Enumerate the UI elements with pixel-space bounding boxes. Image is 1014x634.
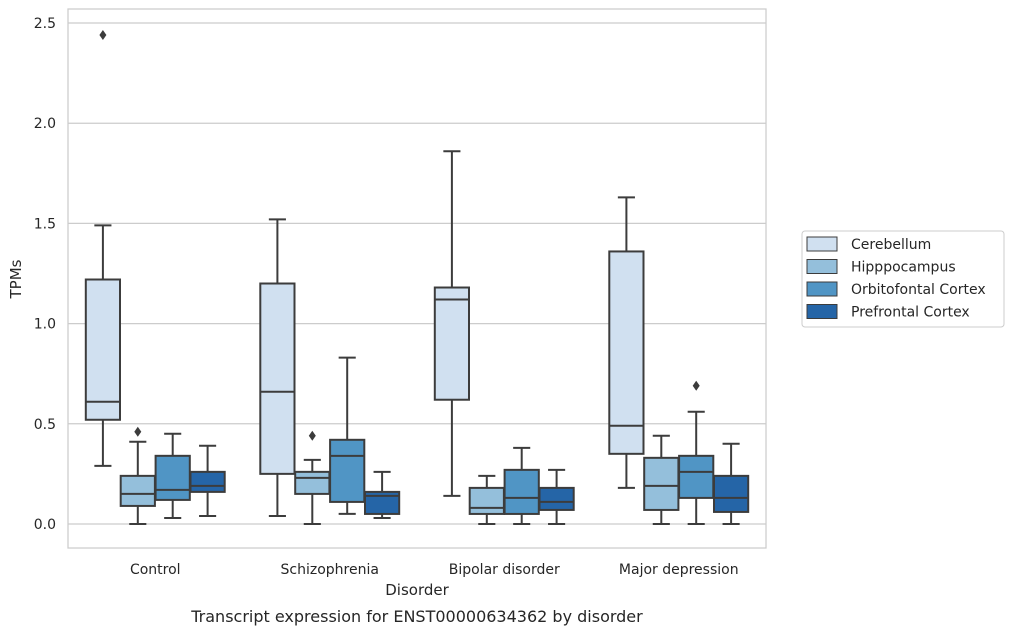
outlier-point [134, 426, 142, 437]
x-tick-label: Control [130, 562, 181, 578]
legend-swatch [806, 236, 838, 252]
box-group [84, 30, 122, 467]
legend-frame [801, 230, 1005, 328]
box [259, 282, 296, 475]
boxes [84, 30, 750, 525]
x-axis-label: Disorder [385, 581, 449, 599]
box [643, 456, 680, 511]
legend-label: Hipppocampus [851, 260, 956, 276]
legend-swatch [806, 304, 838, 319]
y-tick-label: 2.5 [34, 16, 56, 32]
box-group [608, 196, 645, 489]
y-axis-ticks: 0.0 0.5 1.0 1.5 2.0 2.5 [34, 16, 56, 533]
legend-swatch [806, 281, 838, 297]
x-tick-label: Schizophrenia [281, 562, 379, 578]
legend-label: Cerebellum [851, 237, 931, 253]
legend-label: Orbitofontal Cortex [851, 282, 986, 298]
box-group [189, 444, 226, 517]
outlier-point [99, 30, 107, 41]
box [433, 286, 471, 401]
box-group [678, 380, 715, 525]
y-tick-label: 0.0 [34, 517, 56, 533]
box-group [643, 434, 680, 525]
box [84, 278, 122, 421]
box [329, 438, 366, 503]
grid [68, 22, 766, 525]
box [608, 250, 645, 455]
box-group [329, 356, 366, 515]
y-tick-label: 1.5 [34, 216, 56, 232]
box-group [468, 474, 505, 525]
box-group [154, 432, 191, 519]
box-group [538, 468, 575, 525]
box [712, 474, 750, 513]
box-group [119, 426, 156, 525]
outlier-point [692, 380, 700, 391]
box-group [259, 218, 296, 517]
y-tick-label: 0.5 [34, 417, 56, 433]
y-tick-label: 1.0 [34, 317, 56, 333]
chart-caption: Transcript expression for ENST0000063436… [190, 607, 643, 626]
box [189, 470, 226, 493]
box [119, 474, 156, 507]
legend-swatch [806, 259, 838, 274]
x-axis-ticks: Control Schizophrenia Bipolar disorder Majo… [130, 562, 739, 578]
box [363, 490, 401, 515]
plot-frame [67, 8, 767, 549]
y-axis-label: TPMs [7, 259, 25, 299]
box [154, 454, 191, 501]
legend-label: Prefrontal Cortex [851, 305, 970, 321]
y-tick-label: 2.0 [34, 116, 56, 132]
box-group [433, 150, 471, 497]
box-group [363, 470, 401, 519]
box [294, 470, 331, 495]
box [468, 486, 505, 515]
box [678, 454, 715, 499]
x-tick-label: Bipolar disorder [449, 562, 560, 578]
legend: Cerebellum Hipppocampus Orbitofontal Corte… [801, 230, 1005, 328]
box-group [712, 442, 750, 525]
x-tick-label: Major depression [619, 562, 739, 578]
outlier-point [308, 430, 316, 441]
box [503, 468, 540, 515]
box [538, 486, 575, 511]
